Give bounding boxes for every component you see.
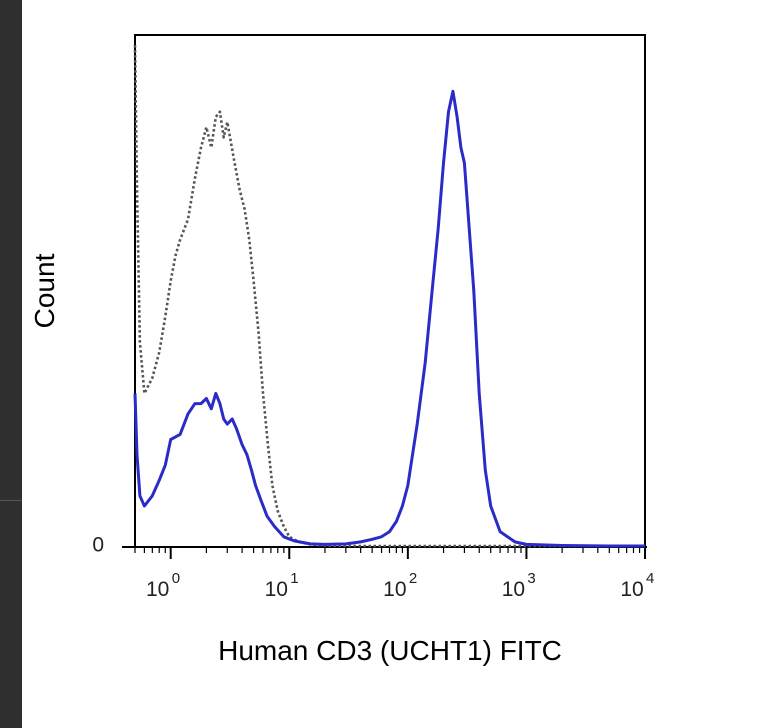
- x-tick-label-exponent: 0: [172, 570, 180, 587]
- x-tick-label: 10: [265, 578, 288, 601]
- x-tick-label: 10: [502, 578, 525, 601]
- x-tick-label: 10: [620, 578, 643, 601]
- window-edge-strip: [0, 0, 22, 728]
- x-tick-label-exponent: 1: [290, 570, 298, 587]
- x-tick-label-exponent: 3: [527, 570, 535, 587]
- x-tick-label-exponent: 4: [646, 570, 654, 587]
- series-line-solid: [133, 89, 645, 548]
- x-axis-label: Human CD3 (UCHT1) FITC: [218, 635, 562, 666]
- plot-frame: [134, 34, 646, 548]
- x-axis-tick-labels: 10 0 10 1 10 2 10 3 10 4: [146, 570, 654, 601]
- y-axis-label: Count: [29, 253, 60, 328]
- x-tick-label: 10: [383, 578, 406, 601]
- x-axis-ticks: [134, 547, 646, 559]
- y-tick-label-0: 0: [92, 534, 104, 557]
- series-layer: [133, 45, 645, 548]
- series-line-dotted: [133, 45, 645, 548]
- x-tick-label-exponent: 2: [409, 570, 417, 587]
- x-tick-label: 10: [146, 578, 169, 601]
